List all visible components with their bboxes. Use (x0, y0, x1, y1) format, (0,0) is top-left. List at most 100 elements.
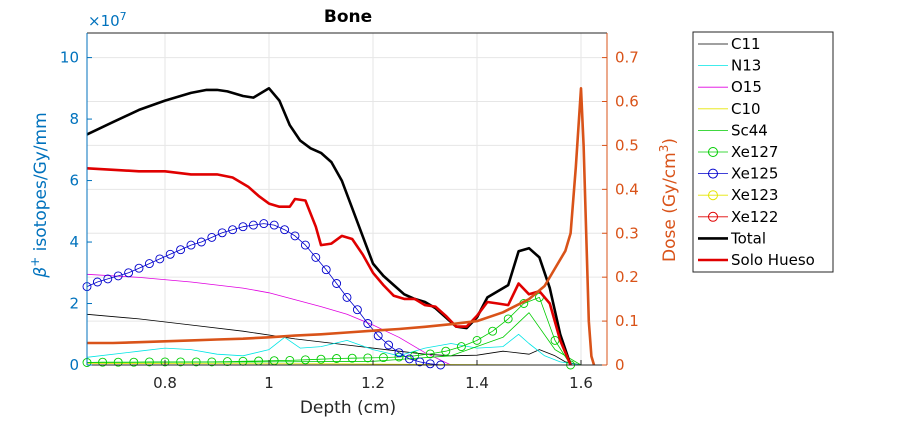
y-right-tick-label: 0.3 (615, 224, 639, 242)
series-line-n13 (86, 333, 582, 366)
y-left-tick-label: 4 (69, 233, 79, 251)
marker-xe127 (332, 354, 342, 363)
y-right-label-main: Dose (Gy/cm (660, 152, 680, 262)
legend-label-o15: O15 (731, 78, 762, 96)
marker-xe127 (113, 357, 123, 367)
marker-xe127 (176, 357, 186, 367)
y-left-tick-label: 8 (69, 110, 79, 128)
y-right-tick-label: 0.6 (615, 93, 639, 111)
marker-xe125 (404, 354, 414, 364)
marker-xe125 (248, 220, 258, 230)
legend-label-c11: C11 (731, 35, 761, 53)
marker-xe125 (155, 254, 165, 264)
marker-xe127 (488, 326, 498, 336)
y-left-tick-label: 0 (69, 356, 79, 374)
marker-xe127 (456, 342, 466, 352)
marker-xe125 (176, 245, 186, 255)
marker-xe125 (311, 252, 321, 262)
series-line-total (86, 87, 572, 366)
marker-xe125 (373, 331, 383, 341)
marker-xe127 (378, 353, 388, 363)
marker-xe125 (269, 220, 279, 230)
marker-xe125 (425, 359, 435, 369)
marker-xe125 (196, 237, 206, 247)
marker-xe127 (472, 335, 482, 345)
legend-label-sc44: Sc44 (731, 121, 768, 139)
marker-xe127 (503, 314, 513, 324)
y-right-tick-label: 0.1 (615, 312, 639, 330)
marker-xe127 (441, 346, 451, 356)
y-left-tick-label: 6 (69, 172, 79, 190)
y-left-label-rest: isotopes/Gy/mm (31, 112, 51, 256)
x-axis-label: Depth (cm) (300, 398, 396, 418)
marker-xe125 (113, 271, 123, 281)
series-line-c11 (86, 313, 582, 366)
x-tick-label: 0.8 (153, 374, 177, 392)
legend-label-total: Total (730, 229, 766, 247)
legend-label-xe123: Xe123 (731, 186, 778, 204)
grid (87, 33, 607, 366)
x-tick-label: 1.4 (465, 374, 489, 392)
marker-xe125 (186, 240, 196, 250)
x-tick-label: 1 (264, 374, 274, 392)
marker-xe127 (425, 349, 435, 359)
marker-xe125 (238, 222, 248, 232)
y-right-tick-label: 0.7 (615, 49, 639, 67)
marker-xe125 (300, 240, 310, 250)
legend-marker-xe127 (708, 147, 718, 157)
y-right-label-end: ) (660, 138, 680, 145)
y-right-tick-label: 0 (615, 356, 625, 374)
marker-xe125 (384, 340, 394, 350)
marker-xe125 (124, 268, 134, 278)
y-right-tick-label: 0.2 (615, 268, 639, 286)
x-tick-label: 1.2 (361, 374, 385, 392)
marker-xe125 (92, 277, 102, 287)
legend-label-n13: N13 (731, 57, 761, 75)
marker-xe125 (228, 225, 238, 235)
marker-xe125 (207, 232, 217, 242)
marker-xe127 (316, 354, 326, 364)
marker-xe125 (280, 225, 290, 235)
marker-xe127 (410, 351, 420, 361)
marker-xe125 (217, 228, 227, 238)
marker-xe127 (207, 357, 217, 367)
y-left-tick-label: 10 (60, 49, 79, 67)
legend-label-c10: C10 (731, 100, 761, 118)
marker-xe125 (290, 231, 300, 241)
marker-xe127 (347, 353, 357, 363)
marker-xe125 (144, 259, 154, 269)
series-line-dose (87, 87, 596, 366)
marker-xe125 (352, 305, 362, 315)
marker-xe127 (191, 357, 201, 367)
x-tick-label: 1.6 (569, 374, 593, 392)
legend-label-xe125: Xe125 (731, 165, 778, 183)
marker-xe125 (134, 263, 144, 273)
marker-xe127 (363, 353, 373, 363)
marker-xe127 (285, 355, 295, 365)
left-exponent-power: 7 (120, 10, 127, 23)
marker-xe125 (165, 249, 175, 259)
chart-title: Bone (324, 7, 372, 27)
legend-label-xe122: Xe122 (731, 208, 778, 226)
legend-marker-xe125 (708, 168, 718, 179)
marker-xe125 (332, 279, 342, 288)
legend-marker-xe123 (708, 190, 718, 201)
axes: 0.8 1 1.2 1.4 1.6 0 2 4 6 8 10 0 0.1 0.2 0.3 0.4 0.5 0.6 0… (60, 32, 639, 392)
marker-xe127 (300, 355, 310, 365)
marker-xe125 (321, 265, 331, 275)
y-axis-label-right: Dose (Gy/cm3) (657, 138, 680, 262)
y-axis-label-left: β+ isotopes/Gy/mm (28, 112, 51, 278)
left-exponent-base: ×10 (88, 12, 120, 30)
marker-xe125 (342, 292, 352, 302)
marker-xe125 (103, 274, 113, 284)
y-left-label-beta: β (31, 267, 51, 279)
y-left-tick-label: 2 (69, 295, 79, 313)
marker-xe127 (98, 357, 108, 367)
marker-xe125 (394, 348, 404, 358)
marker-xe125 (415, 357, 425, 367)
left-exponent-label: ×107 (88, 10, 127, 30)
y-right-tick-label: 0.4 (615, 180, 639, 198)
series-line-o15 (86, 273, 452, 366)
legend-marker-xe122 (708, 211, 718, 222)
